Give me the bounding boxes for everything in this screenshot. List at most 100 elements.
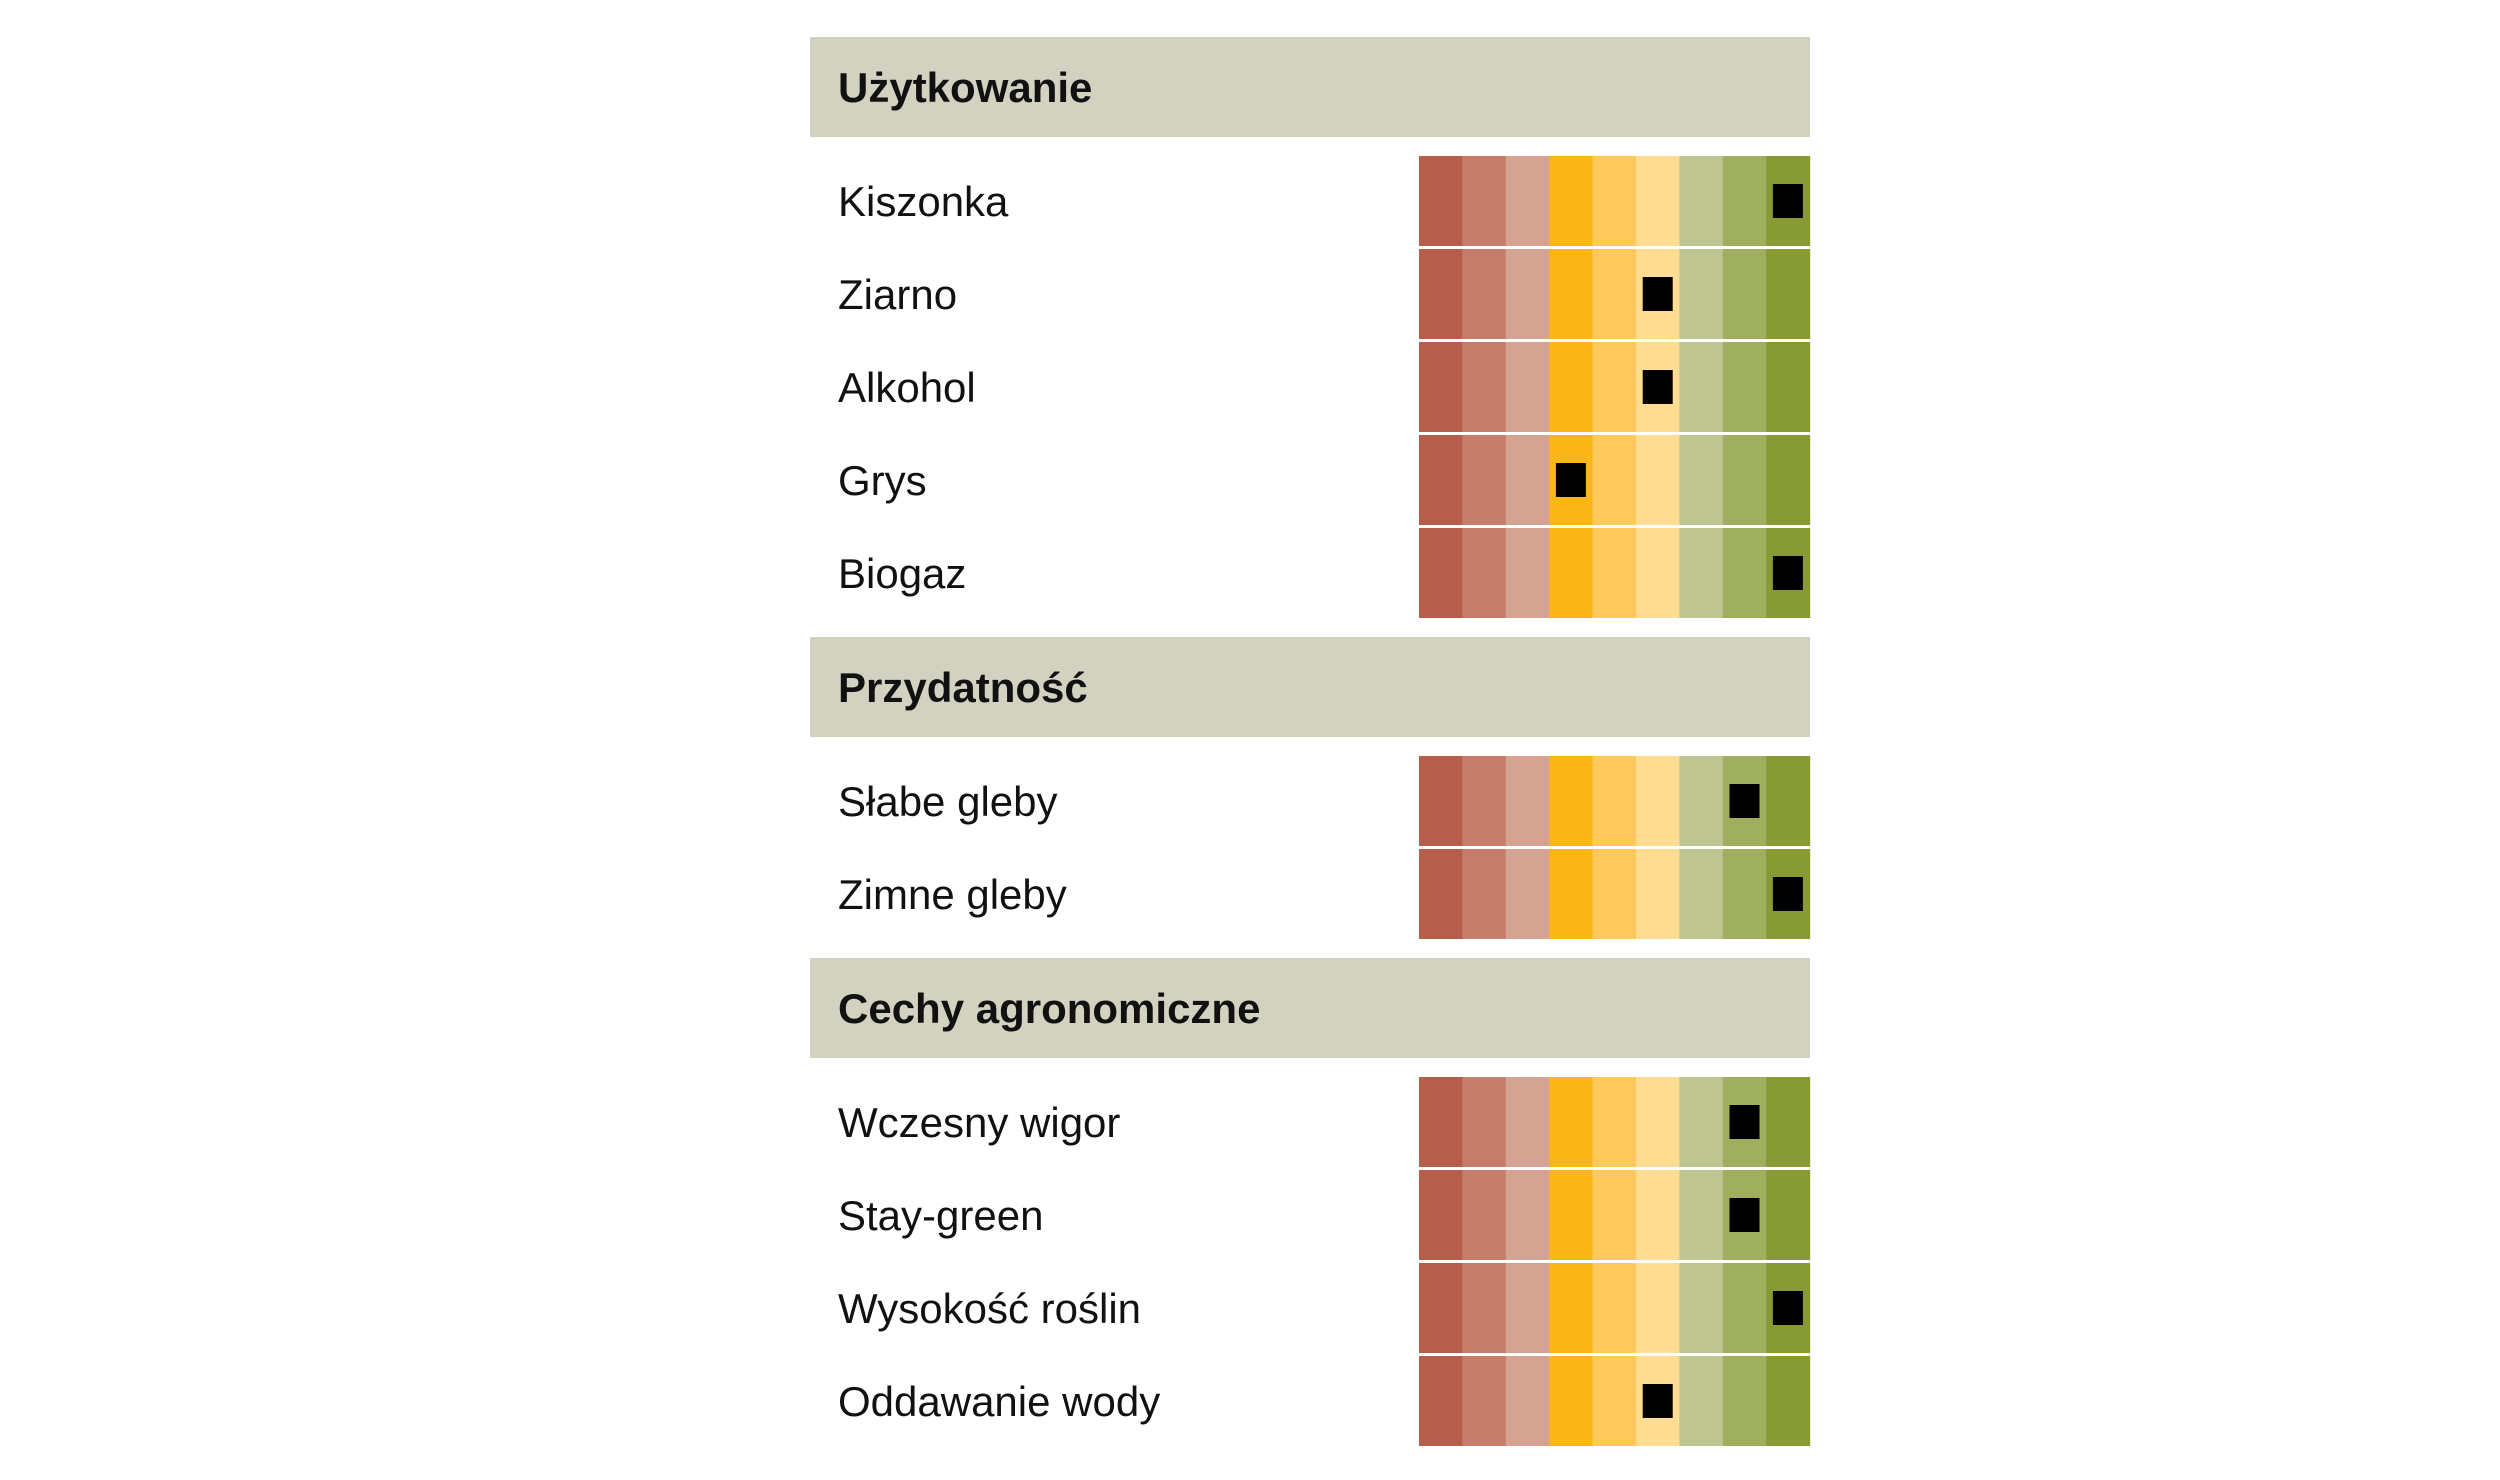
scale-cell-4 bbox=[1549, 756, 1594, 846]
scale-cell-5 bbox=[1592, 435, 1637, 525]
scale-cell-7 bbox=[1679, 1356, 1724, 1446]
scale-cell-3 bbox=[1505, 1170, 1550, 1260]
scale-cell-5 bbox=[1592, 342, 1637, 432]
scale-cell-5 bbox=[1592, 1170, 1637, 1260]
scale-cell-1 bbox=[1419, 849, 1463, 939]
scale-cell-7 bbox=[1679, 342, 1724, 432]
scale-cell-4 bbox=[1549, 849, 1594, 939]
scale-cell-1 bbox=[1419, 528, 1463, 618]
scale-cell-6 bbox=[1636, 1263, 1680, 1353]
rating-row: Stay-green bbox=[838, 1170, 1811, 1260]
scale-cell-9 bbox=[1766, 756, 1811, 846]
row-label: Oddawanie wody bbox=[838, 1378, 1160, 1425]
scale-cell-2 bbox=[1462, 528, 1507, 618]
rating-row: Oddawanie wody bbox=[838, 1356, 1811, 1446]
scale-cell-8 bbox=[1722, 528, 1767, 618]
scale-cell-4 bbox=[1549, 1170, 1594, 1260]
scale-cell-5 bbox=[1592, 156, 1637, 246]
scale-cell-1 bbox=[1419, 156, 1463, 246]
row-label: Wczesny wigor bbox=[838, 1099, 1120, 1146]
section-header-band bbox=[810, 637, 1810, 737]
scale-cell-9 bbox=[1766, 1356, 1811, 1446]
scale-cell-1 bbox=[1419, 435, 1463, 525]
rating-marker bbox=[1729, 784, 1760, 818]
scale-cell-2 bbox=[1462, 1263, 1507, 1353]
rating-row: Kiszonka bbox=[838, 156, 1811, 246]
scale-cell-5 bbox=[1592, 528, 1637, 618]
scale-cell-6 bbox=[1636, 528, 1680, 618]
scale-cell-3 bbox=[1505, 435, 1550, 525]
scale-cell-2 bbox=[1462, 1170, 1507, 1260]
scale-cell-5 bbox=[1592, 249, 1637, 339]
scale-cell-2 bbox=[1462, 1356, 1507, 1446]
scale-cell-3 bbox=[1505, 528, 1550, 618]
rating-row: Biogaz bbox=[838, 528, 1811, 618]
scale-cell-6 bbox=[1636, 1077, 1680, 1167]
scale-cell-3 bbox=[1505, 756, 1550, 846]
scale-cell-3 bbox=[1505, 1263, 1550, 1353]
scale-cell-8 bbox=[1722, 249, 1767, 339]
scale-cell-1 bbox=[1419, 1356, 1463, 1446]
row-label: Kiszonka bbox=[838, 178, 1009, 225]
scale-cell-3 bbox=[1505, 1077, 1550, 1167]
scale-cell-1 bbox=[1419, 756, 1463, 846]
scale-cell-2 bbox=[1462, 756, 1507, 846]
rating-marker bbox=[1772, 1291, 1803, 1325]
scale-cell-2 bbox=[1462, 156, 1507, 246]
scale-cell-7 bbox=[1679, 435, 1724, 525]
rating-row: Ziarno bbox=[838, 249, 1811, 339]
scale-cell-7 bbox=[1679, 528, 1724, 618]
scale-cell-6 bbox=[1636, 756, 1680, 846]
scale-cell-6 bbox=[1636, 435, 1680, 525]
rating-marker bbox=[1642, 1384, 1673, 1418]
section-1: Przydatność Słabe gleby Zimne gleby bbox=[810, 637, 1811, 939]
scale-cell-3 bbox=[1505, 1356, 1550, 1446]
scale-cell-7 bbox=[1679, 1263, 1724, 1353]
scale-cell-4 bbox=[1549, 249, 1594, 339]
scale-cell-5 bbox=[1592, 1263, 1637, 1353]
scale-cell-1 bbox=[1419, 1170, 1463, 1260]
section-title: Cechy agronomiczne bbox=[838, 985, 1260, 1032]
scale-cell-7 bbox=[1679, 249, 1724, 339]
section-header-band bbox=[810, 37, 1810, 137]
scale-cell-3 bbox=[1505, 156, 1550, 246]
scale-cell-5 bbox=[1592, 849, 1637, 939]
scale-cell-7 bbox=[1679, 849, 1724, 939]
scale-cell-7 bbox=[1679, 1170, 1724, 1260]
scale-cell-3 bbox=[1505, 849, 1550, 939]
scale-cell-9 bbox=[1766, 435, 1811, 525]
row-label: Słabe gleby bbox=[838, 778, 1058, 825]
scale-cell-7 bbox=[1679, 1077, 1724, 1167]
scale-cell-1 bbox=[1419, 249, 1463, 339]
rating-marker bbox=[1642, 370, 1673, 404]
row-label: Stay-green bbox=[838, 1192, 1043, 1239]
scale-cell-5 bbox=[1592, 1077, 1637, 1167]
row-label: Alkohol bbox=[838, 364, 976, 411]
row-label: Zimne gleby bbox=[838, 871, 1067, 918]
scale-cell-1 bbox=[1419, 1263, 1463, 1353]
section-title: Użytkowanie bbox=[838, 64, 1092, 111]
scale-cell-8 bbox=[1722, 849, 1767, 939]
section-2: Cechy agronomiczne Wczesny wigor Stay-gree… bbox=[810, 958, 1811, 1446]
scale-cell-8 bbox=[1722, 1263, 1767, 1353]
rating-row: Słabe gleby bbox=[838, 756, 1811, 846]
scale-cell-8 bbox=[1722, 156, 1767, 246]
rating-row: Wysokość roślin bbox=[838, 1263, 1811, 1353]
scale-cell-4 bbox=[1549, 156, 1594, 246]
section-header-band bbox=[810, 958, 1810, 1058]
scale-cell-5 bbox=[1592, 1356, 1637, 1446]
scale-cell-8 bbox=[1722, 342, 1767, 432]
scale-cell-4 bbox=[1549, 528, 1594, 618]
scale-cell-2 bbox=[1462, 435, 1507, 525]
rating-marker bbox=[1729, 1105, 1760, 1139]
scale-cell-9 bbox=[1766, 1077, 1811, 1167]
rating-row: Wczesny wigor bbox=[838, 1077, 1811, 1167]
rating-marker bbox=[1772, 556, 1803, 590]
rating-marker bbox=[1555, 463, 1586, 497]
row-label: Biogaz bbox=[838, 550, 966, 597]
scale-cell-7 bbox=[1679, 756, 1724, 846]
section-title: Przydatność bbox=[838, 664, 1088, 711]
scale-cell-4 bbox=[1549, 342, 1594, 432]
scale-cell-1 bbox=[1419, 342, 1463, 432]
